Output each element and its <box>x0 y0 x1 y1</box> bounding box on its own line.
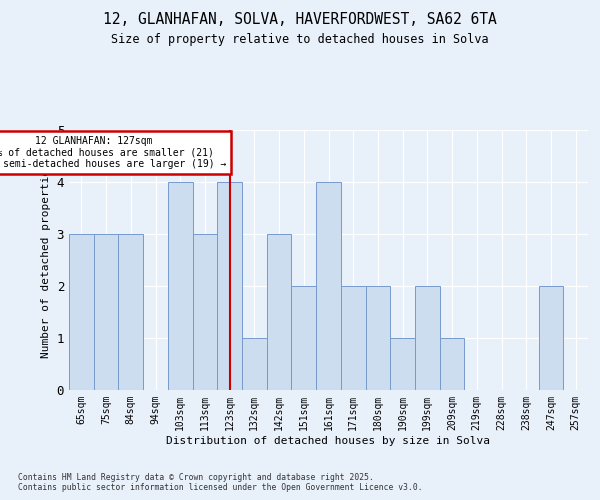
Text: Size of property relative to detached houses in Solva: Size of property relative to detached ho… <box>111 32 489 46</box>
Bar <box>168 182 193 390</box>
Bar <box>415 286 440 390</box>
Bar <box>539 286 563 390</box>
Text: 12 GLANHAFAN: 127sqm
← 53% of detached houses are smaller (21)
48% of semi-detac: 12 GLANHAFAN: 127sqm ← 53% of detached h… <box>0 136 226 170</box>
Text: Contains HM Land Registry data © Crown copyright and database right 2025.
Contai: Contains HM Land Registry data © Crown c… <box>18 473 422 492</box>
Text: 12, GLANHAFAN, SOLVA, HAVERFORDWEST, SA62 6TA: 12, GLANHAFAN, SOLVA, HAVERFORDWEST, SA6… <box>103 12 497 28</box>
Bar <box>242 338 267 390</box>
Bar <box>118 234 143 390</box>
Bar <box>292 286 316 390</box>
Bar <box>440 338 464 390</box>
Y-axis label: Number of detached properties: Number of detached properties <box>41 162 51 358</box>
Bar <box>390 338 415 390</box>
Bar <box>365 286 390 390</box>
Bar <box>341 286 365 390</box>
Bar <box>69 234 94 390</box>
Bar <box>193 234 217 390</box>
Bar <box>267 234 292 390</box>
Bar <box>217 182 242 390</box>
Bar <box>316 182 341 390</box>
X-axis label: Distribution of detached houses by size in Solva: Distribution of detached houses by size … <box>167 436 491 446</box>
Bar <box>94 234 118 390</box>
